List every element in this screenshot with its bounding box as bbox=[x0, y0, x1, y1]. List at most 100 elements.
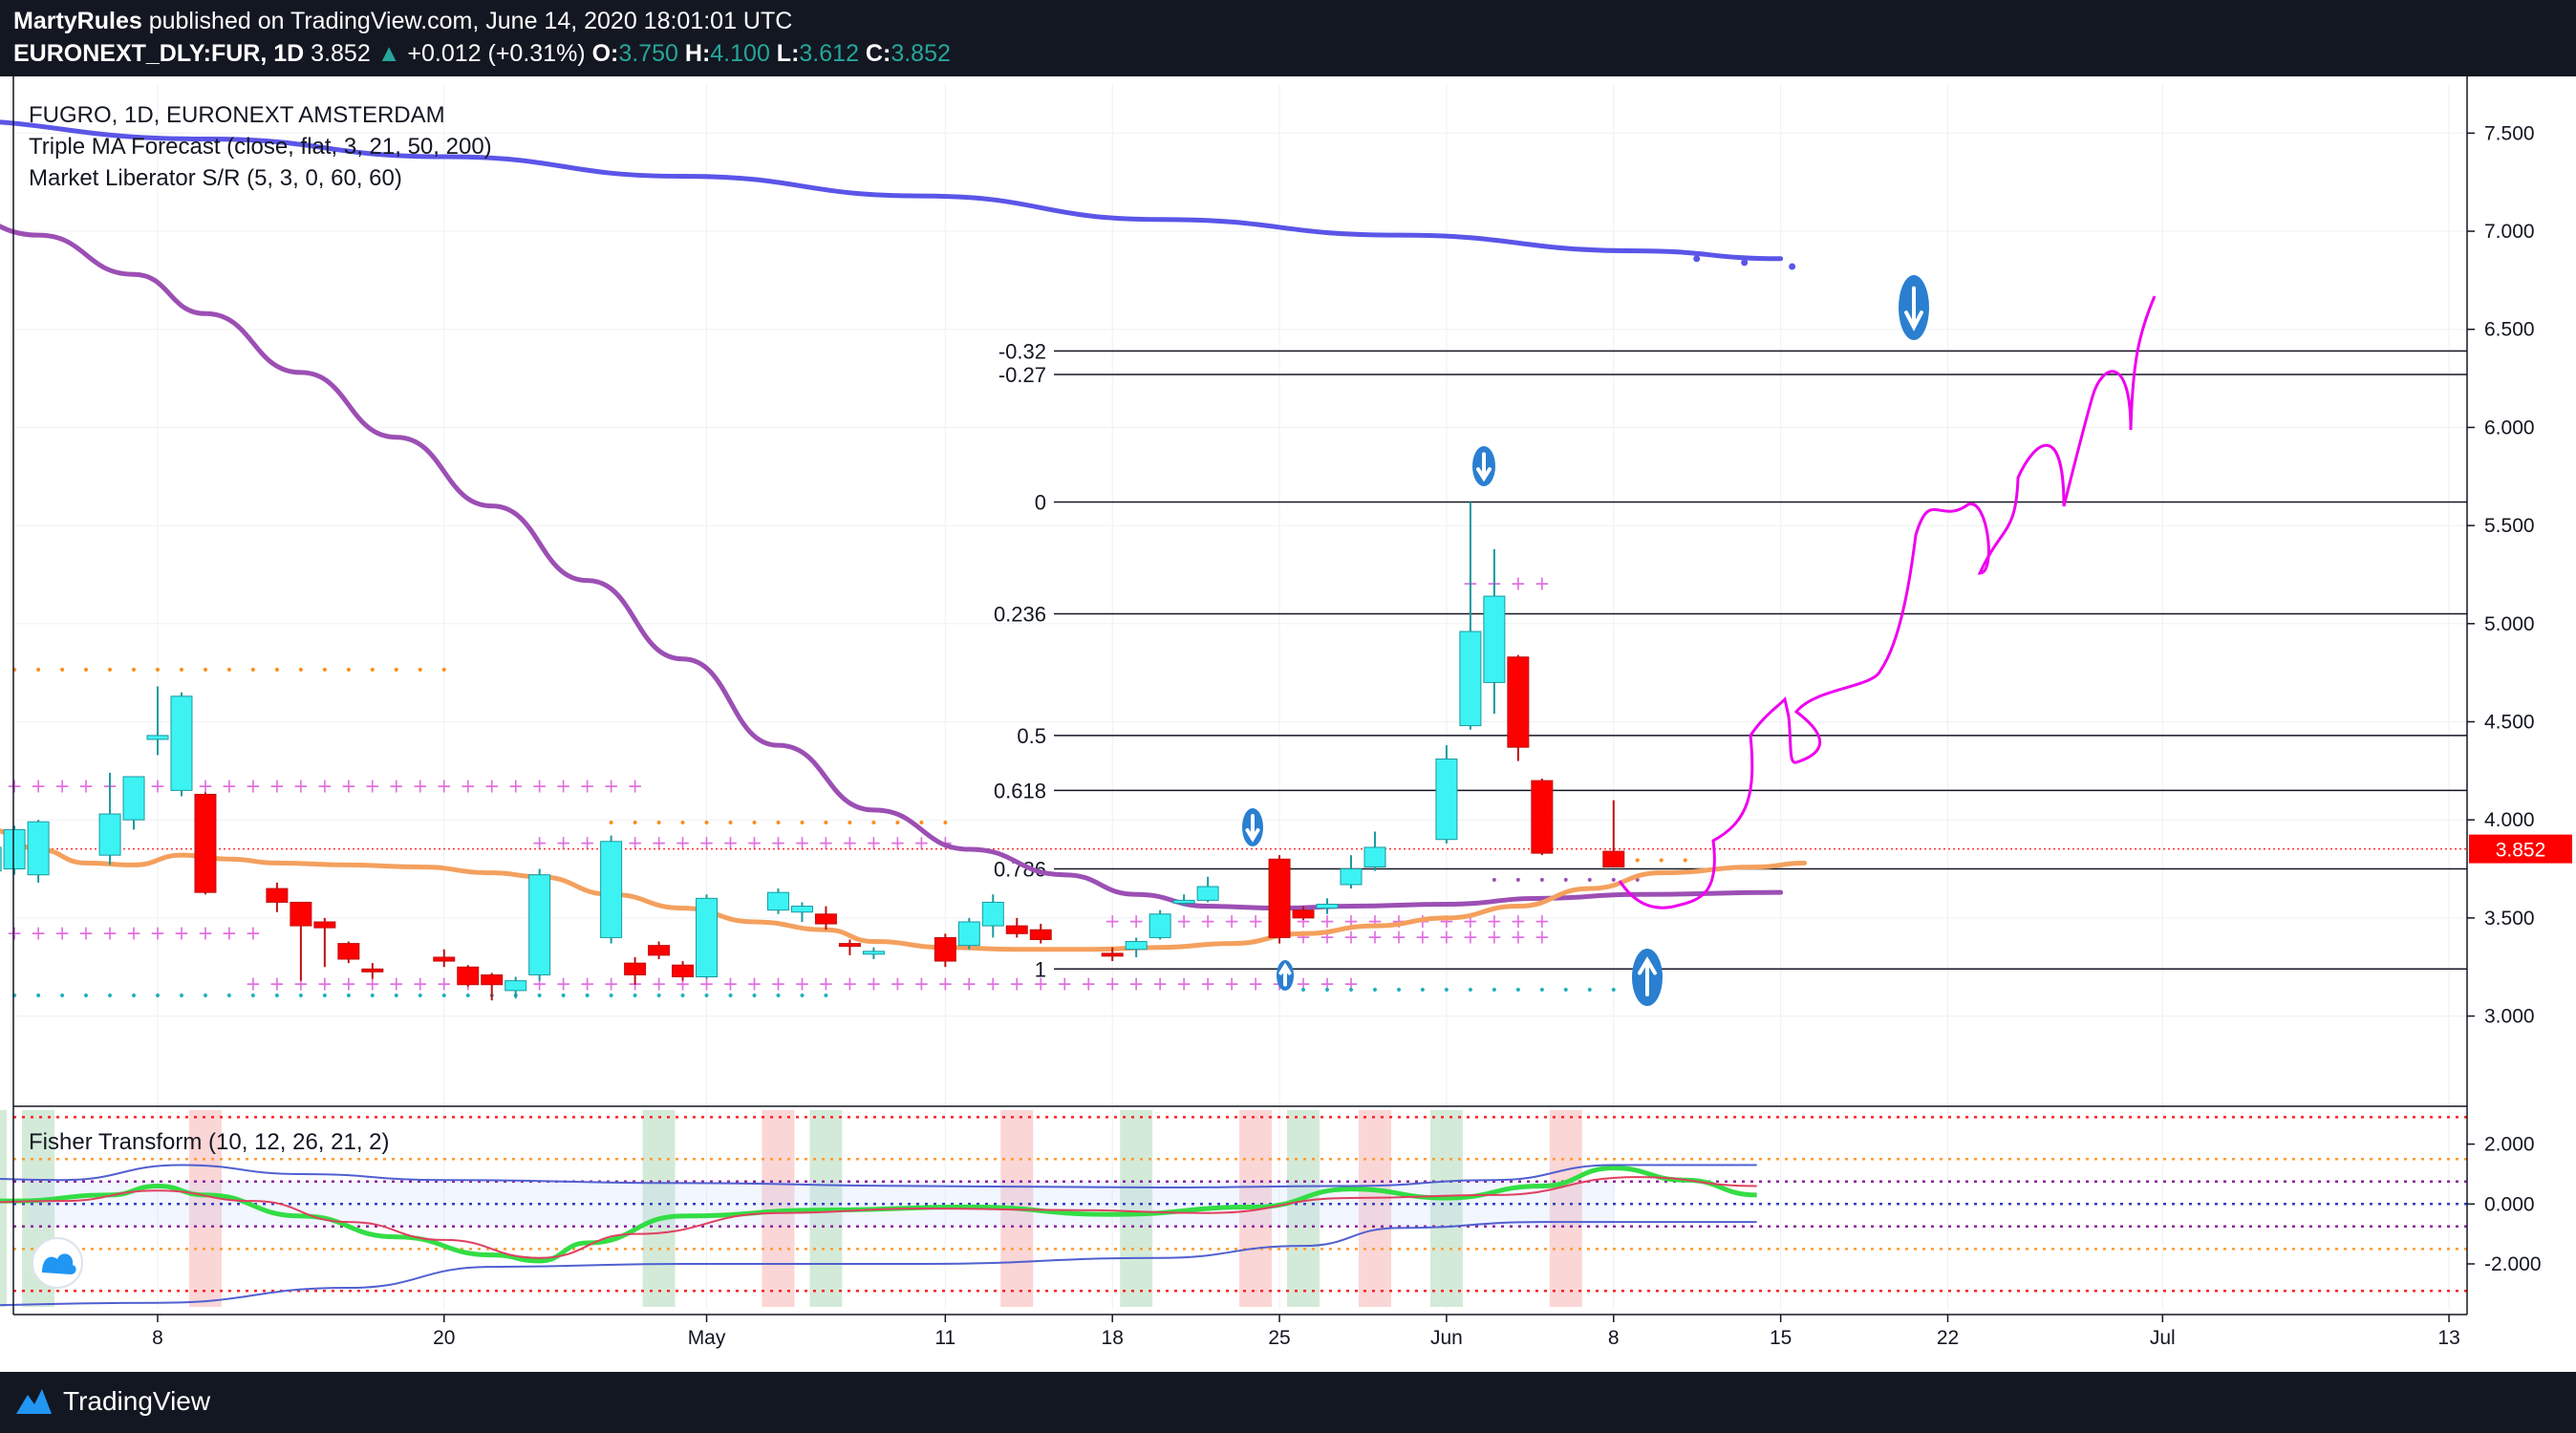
sr-marker: + bbox=[222, 774, 238, 797]
sr-marker: • bbox=[321, 989, 329, 1004]
sr-marker: + bbox=[340, 774, 356, 797]
sr-marker: + bbox=[7, 921, 23, 944]
sr-marker: • bbox=[34, 663, 42, 678]
sr-marker: + bbox=[913, 831, 930, 854]
sr-marker: • bbox=[1491, 983, 1498, 998]
fisher-signal-band bbox=[1358, 1110, 1391, 1307]
sr-marker: + bbox=[1367, 925, 1384, 948]
sr-marker: + bbox=[1057, 973, 1073, 995]
sr-marker: • bbox=[1634, 873, 1642, 888]
last-price-badge bbox=[2469, 834, 2572, 864]
up-triangle-icon: ▲ bbox=[376, 40, 401, 67]
sr-marker: • bbox=[678, 989, 686, 1004]
last-price: 3.852 bbox=[311, 40, 371, 67]
candle-body bbox=[361, 968, 384, 973]
sr-marker: • bbox=[1491, 873, 1498, 888]
sr-marker: + bbox=[31, 921, 47, 944]
ma200-projection-dot bbox=[1789, 263, 1796, 270]
price-projection-drawing bbox=[1618, 295, 2157, 909]
sr-marker: + bbox=[269, 774, 286, 797]
sr-marker: + bbox=[78, 921, 95, 944]
sr-marker: + bbox=[1486, 909, 1502, 932]
candle-body bbox=[1101, 952, 1124, 957]
fib-label: 0.618 bbox=[994, 779, 1046, 802]
sr-marker: + bbox=[126, 921, 142, 944]
sr-marker: + bbox=[985, 973, 1001, 995]
down-arrow-icon bbox=[1242, 808, 1263, 846]
sr-marker: • bbox=[1634, 853, 1642, 868]
sr-marker: + bbox=[1415, 925, 1431, 948]
candle-body bbox=[337, 943, 360, 960]
sr-marker: • bbox=[846, 816, 853, 831]
sr-marker: • bbox=[369, 663, 376, 678]
sr-marker: + bbox=[627, 831, 643, 854]
sr-marker: + bbox=[1343, 925, 1360, 948]
sr-marker: • bbox=[774, 989, 782, 1004]
candle-body bbox=[0, 846, 2, 872]
sr-marker: • bbox=[869, 816, 877, 831]
sr-marker: + bbox=[722, 831, 739, 854]
sr-marker: + bbox=[102, 921, 118, 944]
sr-marker: + bbox=[1128, 973, 1145, 995]
author-name[interactable]: MartyRules bbox=[13, 8, 142, 34]
candle-body bbox=[122, 776, 145, 821]
price-tick-label: 6.500 bbox=[2484, 319, 2535, 341]
sr-marker: • bbox=[178, 663, 185, 678]
time-tick-label: May bbox=[688, 1327, 726, 1349]
sr-marker: + bbox=[1224, 909, 1240, 932]
sr-marker: + bbox=[1248, 973, 1264, 995]
sr-marker: • bbox=[798, 989, 805, 1004]
sr-marker: • bbox=[11, 989, 18, 1004]
sr-marker: • bbox=[297, 989, 305, 1004]
moving-averages bbox=[0, 119, 1808, 1307]
time-tick-label: 25 bbox=[1268, 1327, 1290, 1349]
sr-marker: • bbox=[154, 663, 161, 678]
sr-marker: • bbox=[106, 663, 114, 678]
fisher-signal-band bbox=[1120, 1110, 1153, 1307]
sr-marker: + bbox=[651, 831, 667, 854]
sr-marker: + bbox=[460, 774, 476, 797]
sr-marker: • bbox=[702, 816, 710, 831]
price-tick-label: 5.500 bbox=[2484, 515, 2535, 537]
candle-body bbox=[648, 945, 671, 956]
sr-marker: + bbox=[1343, 973, 1360, 995]
candle-body bbox=[790, 906, 813, 913]
candle-body bbox=[934, 936, 956, 962]
fib-label: 1 bbox=[1035, 957, 1046, 981]
tradingview-brand[interactable]: TradingView bbox=[63, 1386, 211, 1416]
price-chart[interactable]: • • • • • • • • • • • • • • • • • • • • • + + + + + + + + + + + + + + + + + + +… bbox=[0, 76, 2576, 1372]
sr-marker: + bbox=[1105, 909, 1121, 932]
sr-marker: + bbox=[675, 831, 691, 854]
sr-marker: + bbox=[579, 774, 595, 797]
sr-marker: • bbox=[130, 989, 138, 1004]
sr-marker: • bbox=[1586, 983, 1594, 998]
sr-marker: + bbox=[1296, 973, 1312, 995]
high-value: 4.100 bbox=[710, 40, 770, 67]
sr-marker: + bbox=[412, 973, 428, 995]
sr-marker: • bbox=[249, 663, 257, 678]
candle-body bbox=[266, 888, 289, 903]
fisher-signal-band bbox=[642, 1110, 676, 1307]
sr-marker: + bbox=[1439, 925, 1455, 948]
fib-label: 0.5 bbox=[1017, 724, 1046, 748]
sr-marker: + bbox=[364, 774, 380, 797]
sr-marker: • bbox=[750, 816, 758, 831]
sr-marker: • bbox=[536, 989, 544, 1004]
price-tick-label: 4.500 bbox=[2484, 712, 2535, 734]
open-value: 3.750 bbox=[618, 40, 678, 67]
sr-marker: + bbox=[316, 973, 333, 995]
sr-marker: + bbox=[890, 973, 906, 995]
publish-header: MartyRules published on TradingView.com,… bbox=[0, 0, 2576, 76]
sr-marker: + bbox=[651, 973, 667, 995]
sr-marker: • bbox=[584, 989, 591, 1004]
sr-marker: • bbox=[774, 816, 782, 831]
sr-marker: + bbox=[1534, 925, 1550, 948]
time-tick-label: 13 bbox=[2437, 1327, 2459, 1349]
candle-body bbox=[313, 921, 336, 929]
sr-marker: • bbox=[154, 989, 161, 1004]
fib-label: 0 bbox=[1035, 490, 1046, 514]
sr-marker: + bbox=[1296, 925, 1312, 948]
candle-body bbox=[1602, 850, 1625, 867]
fisher-signal-line bbox=[0, 1176, 1757, 1259]
sr-marker: • bbox=[11, 663, 18, 678]
